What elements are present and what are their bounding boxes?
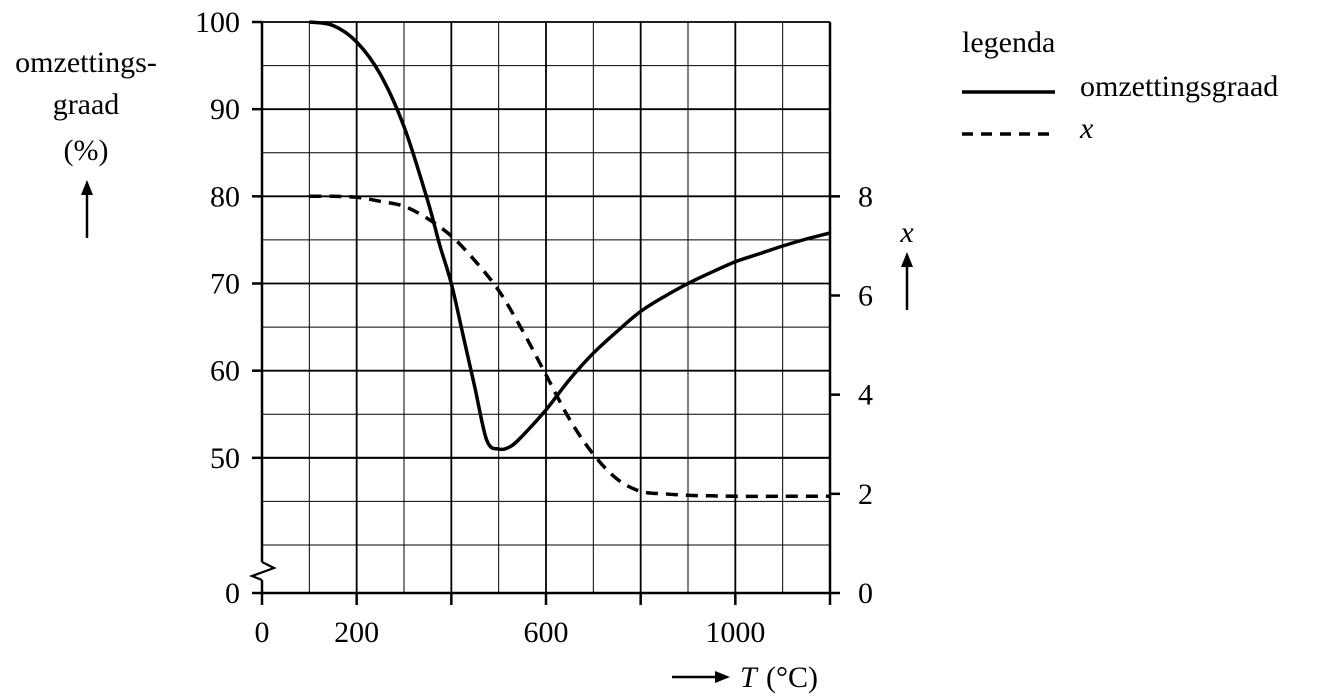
series-line-omzettingsgraad	[309, 20, 831, 452]
grid	[262, 21, 830, 593]
y-left-arrow-icon	[81, 180, 93, 238]
y-right-axis-label: x	[899, 216, 914, 249]
y-left-tick-label: 70	[210, 268, 240, 301]
y-right-arrow-icon	[901, 252, 913, 310]
x-tick-label: 1000	[705, 616, 765, 649]
axes	[248, 20, 840, 605]
series-line-x	[309, 194, 830, 499]
x-arrow-icon	[672, 671, 730, 683]
x-axis-label-unit: (°C)	[766, 661, 818, 694]
y-right-tick-label: 2	[858, 478, 873, 511]
y-left-tick-label: 50	[210, 442, 240, 475]
y-left-axis-label-line2: graad	[53, 88, 120, 121]
y-left-tick-label: 60	[210, 355, 240, 388]
y-left-tick-label: 80	[210, 180, 240, 213]
legend-entry-omzettingsgraad: omzettingsgraad	[1080, 70, 1278, 103]
y-right-tick-label: 0	[858, 577, 873, 610]
legend: legenda omzettingsgraad x	[962, 26, 1278, 145]
x-tick-label: 0	[255, 616, 270, 649]
y-right-tick-label: 4	[858, 379, 873, 412]
legend-entry-x: x	[1079, 112, 1094, 145]
legend-title: legenda	[962, 26, 1055, 59]
y-left-axis-label-line1: omzettings-	[15, 46, 157, 79]
y-left-tick-label: 0	[225, 577, 240, 610]
y-left-tick-label: 90	[210, 93, 240, 126]
x-tick-label: 600	[524, 616, 569, 649]
x-tick-label: 200	[334, 616, 379, 649]
y-left-axis-label-line3: (%)	[64, 134, 109, 167]
x-axis-label-symbol: T	[740, 661, 759, 694]
y-left-tick-label: 100	[195, 6, 240, 39]
y-right-tick-label: 6	[858, 280, 873, 313]
y-right-tick-label: 8	[858, 180, 873, 213]
series-lines	[309, 20, 831, 499]
axis-break-icon	[248, 561, 277, 582]
